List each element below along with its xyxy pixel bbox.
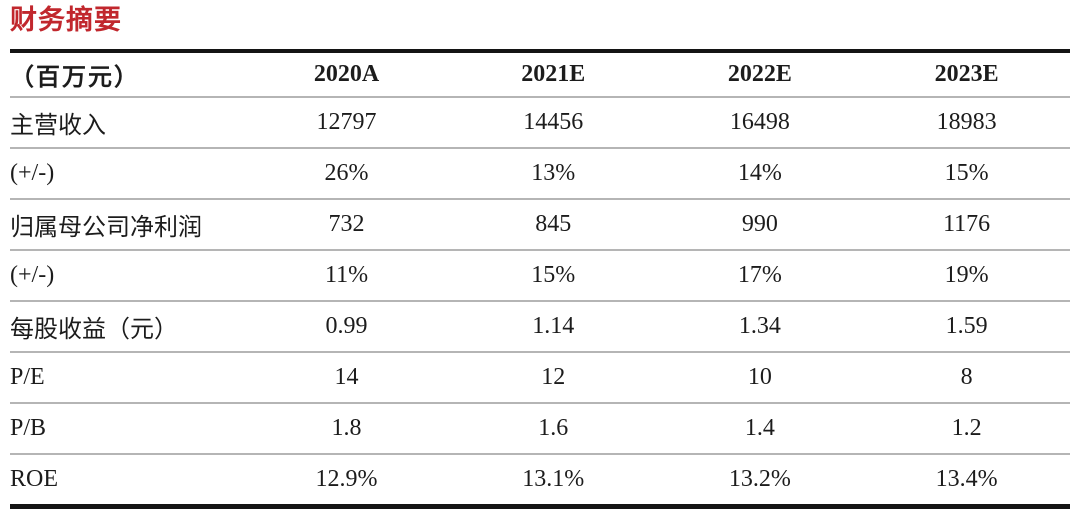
cell: 1.4 xyxy=(656,402,864,455)
cell: 1176 xyxy=(863,198,1070,251)
row-label: (+/-) xyxy=(10,147,244,200)
table-row-profit-growth: (+/-) 11% 15% 17% 19% xyxy=(10,249,1070,302)
cell: 1.59 xyxy=(863,300,1070,353)
cell: 13.1% xyxy=(522,465,585,492)
cell: 1.8 xyxy=(243,402,450,455)
cell: 14 xyxy=(243,351,450,404)
cell: 13% xyxy=(449,147,657,200)
cell: 26% xyxy=(243,147,450,200)
row-label: 主营收入 xyxy=(10,96,244,149)
table-row-revenue-growth: (+/-) 26% 13% 14% 15% xyxy=(10,147,1070,200)
cell: 13.2% xyxy=(728,465,791,492)
cell: 12 xyxy=(449,351,657,404)
column-header-2022e: 2022E xyxy=(656,50,864,98)
cell: 18983 xyxy=(863,96,1070,149)
cell: 12.9% xyxy=(315,465,378,492)
column-header-2020a: 2020A xyxy=(243,50,450,98)
cell: 13.4% xyxy=(935,465,998,492)
financial-summary-table: （百万元） 2020A 2021E 2022E 2023E 主营收入 12797… xyxy=(10,48,1070,509)
row-label: P/B xyxy=(10,402,244,455)
table-row-roe: ROE 12.9% 13.1% 13.2% 13.4% xyxy=(10,454,1070,507)
table-row-pe: P/E 14 12 10 8 xyxy=(10,351,1070,404)
unit-header-cell: （百万元） xyxy=(10,50,244,98)
cell: 17% xyxy=(656,249,864,302)
cell: 1.2 xyxy=(863,402,1070,455)
cell: 8 xyxy=(863,351,1070,404)
cell: 15% xyxy=(449,249,657,302)
cell: 16498 xyxy=(656,96,864,149)
row-label: P/E xyxy=(10,351,244,404)
cell: 990 xyxy=(656,198,864,251)
cell: 14456 xyxy=(449,96,657,149)
row-label: (+/-) xyxy=(10,249,244,302)
table-row-revenue: 主营收入 12797 14456 16498 18983 xyxy=(10,96,1070,149)
cell: 12797 xyxy=(243,96,450,149)
table-row-pb: P/B 1.8 1.6 1.4 1.2 xyxy=(10,402,1070,455)
section-title: 财务摘要 xyxy=(10,5,122,35)
cell: 0.99 xyxy=(243,300,450,353)
row-label: 归属母公司净利润 xyxy=(10,198,244,251)
row-label: 每股收益（元） xyxy=(10,300,244,353)
cell: 11% xyxy=(243,249,450,302)
cell: 1.14 xyxy=(449,300,657,353)
cell: 14% xyxy=(656,147,864,200)
table-row-net-profit: 归属母公司净利润 732 845 990 1176 xyxy=(10,198,1070,251)
cell: 10 xyxy=(656,351,864,404)
cell: 845 xyxy=(449,198,657,251)
column-header-2021e: 2021E xyxy=(449,50,657,98)
cell: 1.6 xyxy=(449,402,657,455)
table-header-row: （百万元） 2020A 2021E 2022E 2023E xyxy=(10,50,1070,98)
row-label: ROE xyxy=(10,465,58,492)
cell: 15% xyxy=(863,147,1070,200)
cell: 732 xyxy=(243,198,450,251)
cell: 1.34 xyxy=(656,300,864,353)
table-row-eps: 每股收益（元） 0.99 1.14 1.34 1.59 xyxy=(10,300,1070,353)
column-header-2023e: 2023E xyxy=(863,50,1070,98)
cell: 19% xyxy=(863,249,1070,302)
